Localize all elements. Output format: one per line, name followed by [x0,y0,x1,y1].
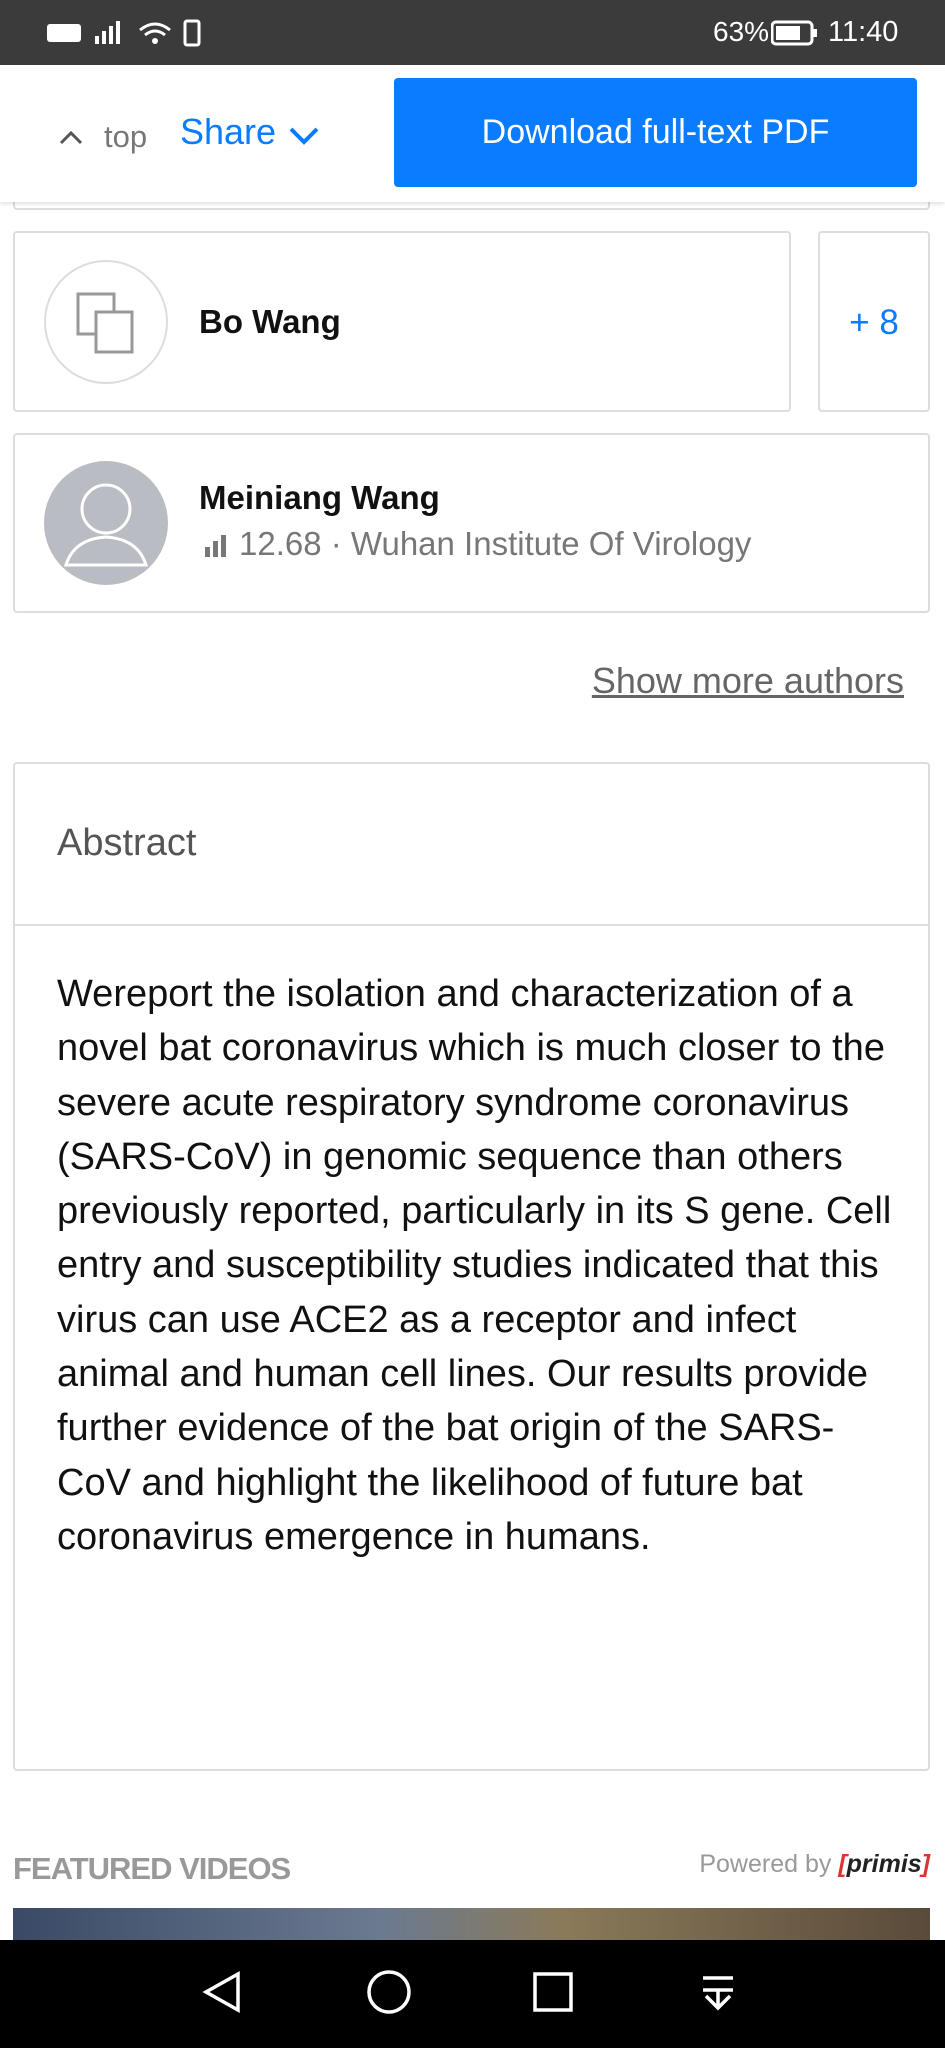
up-arrow [59,130,83,145]
abstract-text: Wereport the isolation and characterizat… [57,973,892,1558]
battery-text: 63% [713,16,770,47]
top-bar: top Share Download full-text PDF [0,65,945,202]
home-button[interactable] [367,1970,411,2014]
notifications-button[interactable] [703,1976,733,2011]
download-button[interactable]: Download full-text PDF [394,78,917,187]
author-card[interactable]: Bo Wang [13,231,791,412]
recents-button[interactable] [533,1972,573,2012]
brand: primis [846,1850,922,1878]
person-icon [63,483,149,567]
author-name: Meiniang Wang [199,479,440,516]
more-count: + 8 [849,303,899,342]
top-link[interactable]: top [104,119,148,154]
separator: · [321,525,351,562]
author-stats: 12.68 · Wuhan Institute Of Virology [239,525,751,563]
status-icons [47,19,201,47]
share-chevron [289,127,319,145]
score-icon [205,535,226,557]
avatar [44,260,168,384]
affiliation: Wuhan Institute Of Virology [350,525,752,562]
score: 12.68 [239,525,322,562]
abstract-card: Abstract Wereport the isolation and char… [13,762,930,1771]
author-card[interactable]: Meiniang Wang 12.68 · Wuhan Institute Of… [13,433,930,613]
abstract-title: Abstract [57,822,197,864]
status-bar: 63% 11:40 [0,0,945,65]
video-thumbnail[interactable] [13,1908,930,1940]
avatar [44,461,168,585]
nav-icons [202,1970,733,2014]
placeholder-icon [76,292,134,354]
clock: 11:40 [828,16,899,48]
back-button[interactable] [202,1971,240,2013]
share-button[interactable]: Share [180,111,277,152]
show-more-authors[interactable]: Show more authors [591,660,904,701]
powered-by-text: Powered by [699,1850,832,1878]
author-name: Bo Wang [199,303,341,340]
featured-title: FEATURED VIDEOS [13,1851,291,1886]
battery-icon [771,20,817,46]
powered-by: Powered by [primis] [699,1850,930,1878]
more-authors-card[interactable]: + 8 [818,231,930,412]
nav-bar [0,1940,945,2048]
divider [15,924,928,926]
